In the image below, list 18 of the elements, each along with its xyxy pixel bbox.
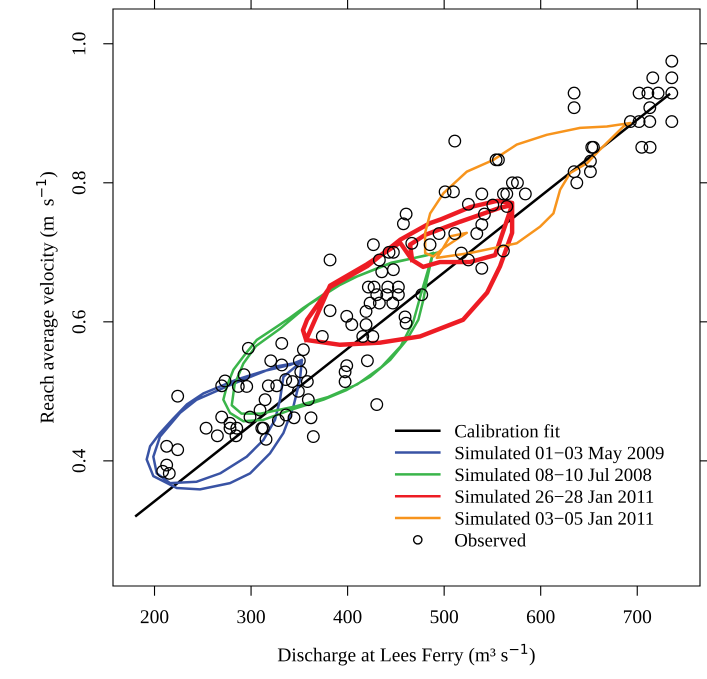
x-tick-label: 400 <box>333 610 362 624</box>
legend-label: Simulated 08−10 Jul 2008 <box>456 468 652 482</box>
y-tick-label: 0.6 <box>72 310 86 334</box>
x-tick-label: 500 <box>430 610 458 624</box>
x-tick-label: 200 <box>140 610 168 624</box>
y-tick-label: 0.8 <box>72 171 86 194</box>
legend-label: Observed <box>455 533 526 547</box>
legend-label: Calibration fit <box>455 424 560 438</box>
y-tick-label: 1.0 <box>72 32 86 54</box>
y-tick-label: 0.4 <box>72 449 86 472</box>
x-tick-label: 300 <box>237 610 265 624</box>
x-tick-label: 700 <box>624 610 652 624</box>
x-axis-title: Discharge at Lees Ferry (m³ s$^{−1}$) <box>278 644 535 666</box>
y-axis-title: Reach average velocity (m s$^{−1}$) <box>36 172 58 424</box>
legend-label: Simulated 26−28 Jan 2011 <box>456 490 654 503</box>
legend-label: Simulated 03−05 Jan 2011 <box>456 512 654 525</box>
legend-label: Simulated 01−03 May 2009 <box>456 446 664 464</box>
x-tick-label: 600 <box>526 610 555 624</box>
